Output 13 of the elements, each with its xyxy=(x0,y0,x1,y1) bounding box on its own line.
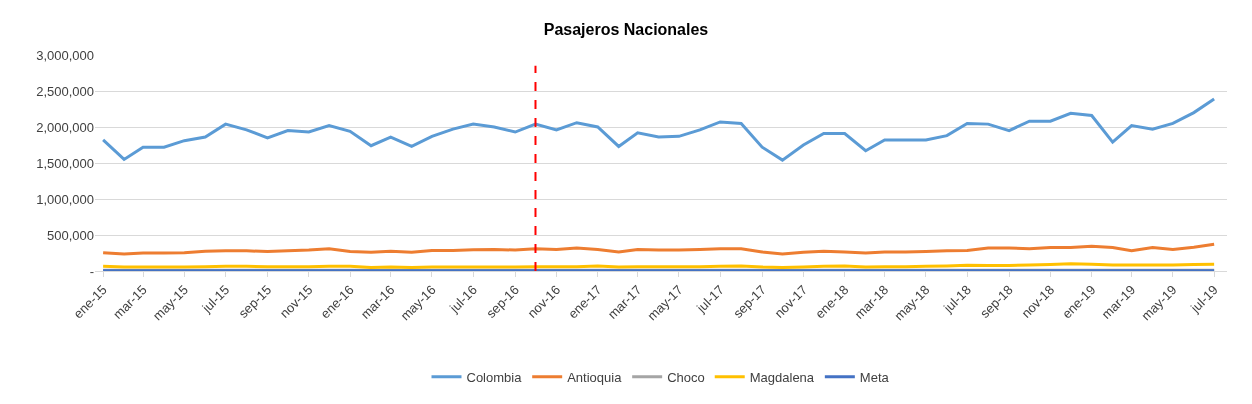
y-tick-label: - xyxy=(89,263,94,279)
legend-label: Colombia xyxy=(466,369,523,385)
legend-label: Choco xyxy=(667,369,705,385)
chart-title: Pasajeros Nacionales xyxy=(543,21,709,39)
y-tick-label: 500,000 xyxy=(47,227,94,243)
y-tick-label: 3,000,000 xyxy=(36,47,94,63)
legend-label: Magdalena xyxy=(749,369,815,385)
legend-label: Meta xyxy=(859,369,890,385)
y-tick-label: 1,000,000 xyxy=(36,191,94,207)
y-tick-label: 2,500,000 xyxy=(36,83,94,99)
y-tick-label: 2,000,000 xyxy=(36,119,94,135)
y-tick-label: 1,500,000 xyxy=(36,155,94,171)
legend-label: Antioquia xyxy=(567,369,623,385)
